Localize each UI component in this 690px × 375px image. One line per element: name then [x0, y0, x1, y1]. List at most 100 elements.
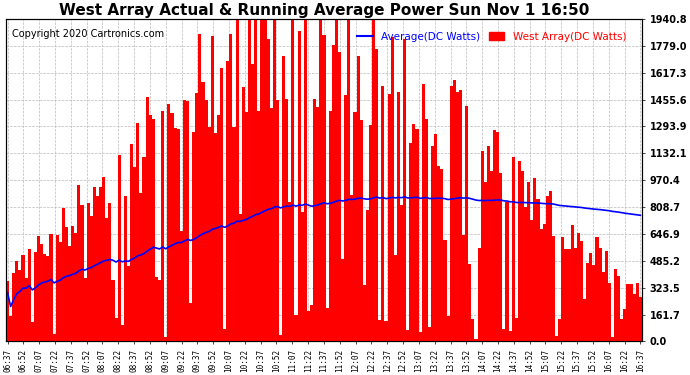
Bar	[124, 196, 127, 342]
Bar	[633, 294, 635, 342]
Bar	[173, 128, 177, 342]
Bar	[604, 251, 608, 342]
Bar	[561, 237, 564, 342]
Bar	[319, 19, 322, 342]
Bar	[537, 199, 540, 342]
Bar	[316, 107, 319, 342]
Bar	[6, 281, 9, 342]
Bar	[595, 237, 598, 342]
Bar	[409, 143, 413, 342]
Bar	[629, 285, 633, 342]
Bar	[214, 133, 217, 342]
Bar	[254, 19, 257, 342]
Bar	[571, 225, 573, 342]
Bar	[307, 311, 310, 342]
Bar	[229, 34, 233, 342]
Bar	[83, 278, 87, 342]
Bar	[592, 265, 595, 342]
Bar	[614, 269, 617, 342]
Bar	[270, 108, 273, 342]
Bar	[198, 34, 201, 342]
Bar	[521, 171, 524, 342]
Bar	[357, 56, 359, 342]
Bar	[148, 115, 152, 342]
Bar	[446, 316, 450, 342]
Bar	[341, 259, 344, 342]
Bar	[21, 255, 25, 342]
Bar	[567, 249, 571, 342]
Bar	[475, 339, 477, 342]
Bar	[477, 248, 481, 342]
Bar	[62, 208, 65, 342]
Bar	[378, 320, 382, 342]
Bar	[391, 38, 394, 342]
Bar	[127, 266, 130, 342]
Bar	[400, 205, 403, 342]
Bar	[288, 202, 291, 342]
Bar	[75, 233, 77, 342]
Bar	[580, 241, 583, 342]
Bar	[437, 166, 440, 342]
Bar	[46, 256, 50, 342]
Bar	[285, 99, 288, 342]
Bar	[43, 254, 46, 342]
Bar	[406, 330, 409, 342]
Bar	[177, 129, 179, 342]
Bar	[484, 182, 487, 342]
Bar	[372, 19, 375, 342]
Bar	[108, 203, 112, 342]
Bar	[332, 45, 335, 342]
Bar	[347, 19, 351, 342]
Bar	[493, 130, 496, 342]
Bar	[533, 178, 537, 342]
Bar	[524, 207, 527, 342]
Bar	[12, 273, 15, 342]
Bar	[428, 327, 431, 342]
Bar	[133, 167, 136, 342]
Bar	[68, 246, 71, 342]
Bar	[586, 263, 589, 342]
Bar	[65, 226, 68, 342]
Bar	[444, 240, 446, 342]
Bar	[552, 236, 555, 342]
Bar	[351, 195, 353, 342]
Bar	[453, 80, 456, 342]
Bar	[531, 219, 533, 342]
Bar	[555, 336, 558, 342]
Bar	[115, 318, 118, 342]
Bar	[112, 280, 115, 342]
Bar	[201, 82, 204, 342]
Bar	[335, 19, 338, 342]
Bar	[19, 270, 21, 342]
Bar	[251, 64, 254, 342]
Bar	[34, 252, 37, 342]
Bar	[87, 202, 90, 342]
Bar	[326, 308, 328, 342]
Bar	[462, 236, 465, 342]
Bar	[620, 320, 623, 342]
Bar	[598, 248, 602, 342]
Bar	[459, 90, 462, 342]
Bar	[158, 280, 161, 342]
Bar	[469, 264, 471, 342]
Bar	[155, 277, 158, 342]
Bar	[52, 334, 56, 342]
Bar	[164, 337, 167, 342]
Bar	[564, 249, 567, 342]
Bar	[204, 100, 208, 342]
Bar	[81, 205, 83, 342]
Bar	[363, 285, 366, 342]
Bar	[502, 328, 506, 342]
Bar	[186, 101, 189, 342]
Text: Copyright 2020 Cartronics.com: Copyright 2020 Cartronics.com	[12, 28, 164, 39]
Bar	[413, 124, 415, 342]
Bar	[226, 61, 229, 342]
Bar	[195, 93, 198, 342]
Bar	[310, 306, 313, 342]
Bar	[282, 56, 285, 342]
Bar	[359, 120, 363, 342]
Bar	[313, 99, 316, 342]
Bar	[179, 231, 183, 342]
Bar	[415, 129, 419, 342]
Bar	[71, 226, 75, 342]
